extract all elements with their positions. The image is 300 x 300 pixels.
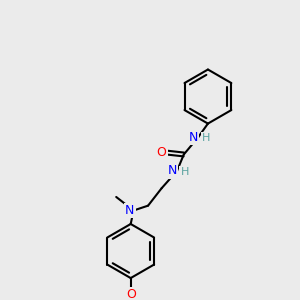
- Text: H: H: [202, 133, 210, 143]
- Text: O: O: [126, 288, 136, 300]
- Text: N: N: [125, 204, 134, 217]
- Text: N: N: [189, 130, 198, 144]
- Text: H: H: [181, 167, 189, 177]
- Text: O: O: [157, 146, 166, 159]
- Text: N: N: [167, 164, 177, 177]
